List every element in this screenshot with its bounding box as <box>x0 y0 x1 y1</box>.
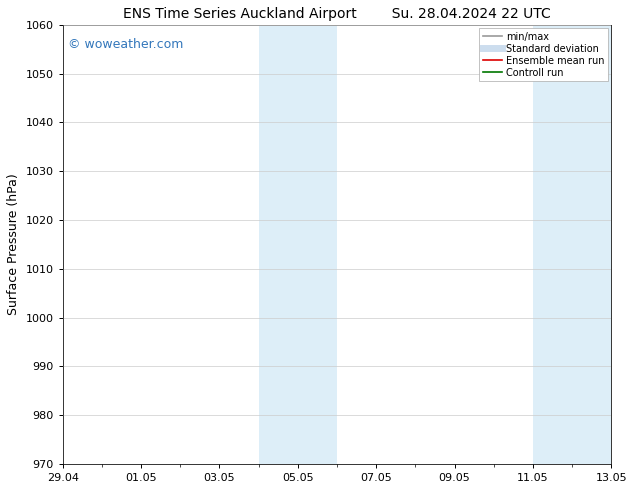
Bar <box>572 25 611 464</box>
Bar <box>259 25 298 464</box>
Bar <box>533 25 572 464</box>
Y-axis label: Surface Pressure (hPa): Surface Pressure (hPa) <box>7 173 20 316</box>
Text: © woweather.com: © woweather.com <box>68 38 183 51</box>
Bar <box>298 25 337 464</box>
Legend: min/max, Standard deviation, Ensemble mean run, Controll run: min/max, Standard deviation, Ensemble me… <box>479 28 609 81</box>
Title: ENS Time Series Auckland Airport        Su. 28.04.2024 22 UTC: ENS Time Series Auckland Airport Su. 28.… <box>123 7 551 21</box>
